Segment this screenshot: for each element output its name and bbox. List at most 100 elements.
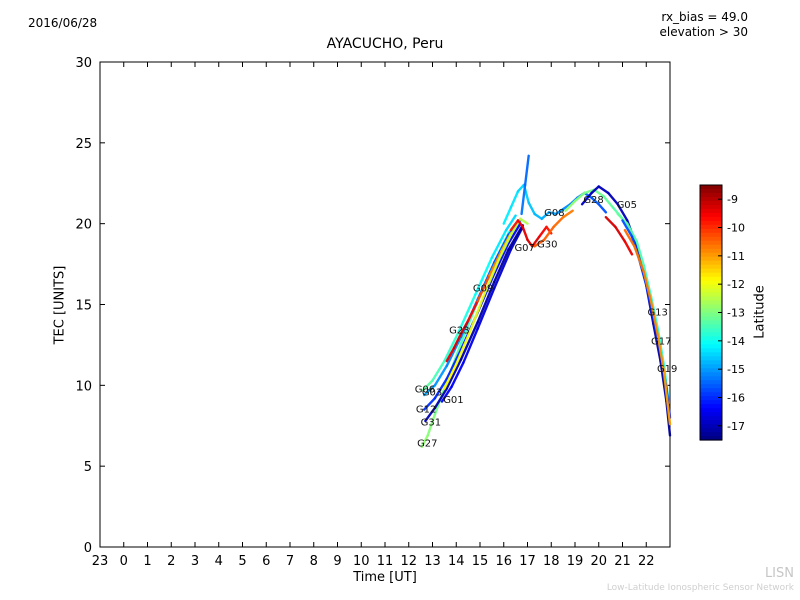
series-segment-G28 <box>583 188 596 195</box>
plot-frame <box>99 61 671 548</box>
series-segment-G12 <box>507 222 522 245</box>
series-segment-G07 <box>516 219 524 229</box>
series-segment-G31 <box>507 224 524 251</box>
series-segment-G05 <box>580 191 593 206</box>
series-segment-G08 <box>597 203 608 214</box>
colorbar-gradient <box>700 185 722 190</box>
series-segment-G13 <box>635 240 646 267</box>
colorbar-gradient <box>700 288 722 294</box>
series-segment-G08 <box>554 207 565 216</box>
series-segment-G31 <box>424 406 437 423</box>
date-label: 2016/06/28 <box>28 16 98 30</box>
y-axis-label: TEC [UNITS] <box>52 265 68 345</box>
colorbar-gradient <box>700 332 722 338</box>
colorbar-gradient <box>700 272 722 278</box>
series-segment-G08 <box>516 183 526 193</box>
x-tick-label: 0 <box>120 554 128 569</box>
series-segment-G07 <box>531 235 541 248</box>
colorbar-gradient <box>700 404 722 409</box>
series-segment-G31 <box>459 321 479 361</box>
x-tick-label: 20 <box>590 554 607 569</box>
series-segment-G28 <box>573 191 586 203</box>
colorbar-gradient <box>700 388 722 393</box>
colorbar-gradient <box>700 212 722 218</box>
colorbar-tick-label: -9 <box>727 193 738 206</box>
colorbar-gradient <box>700 276 722 282</box>
colorbar-gradient <box>700 340 722 345</box>
series-segment-G23 <box>488 249 503 277</box>
colorbar-gradient <box>700 400 722 405</box>
satellite-label-G19: G19 <box>657 364 677 375</box>
colorbar-gradient <box>700 416 722 421</box>
series-segment-G06 <box>443 330 460 363</box>
series-segment-G08 <box>590 196 600 206</box>
colorbar-gradient <box>700 408 722 413</box>
series-segment-G09 <box>497 233 513 261</box>
colorbar-gradient <box>700 292 722 298</box>
series-segment-G05 <box>597 185 610 195</box>
series-segment-G12 <box>422 397 437 411</box>
series-segment-G03 <box>433 364 448 387</box>
series-segment-G08 <box>533 212 543 221</box>
y-tick-label: 25 <box>75 137 92 152</box>
colorbar-gradient <box>700 420 722 425</box>
series-segment-G08 <box>527 201 536 216</box>
x-tick-label: 17 <box>519 554 536 569</box>
colorbar-gradient <box>700 220 722 226</box>
series-segment-G13 <box>642 264 653 298</box>
series-segment-G31 <box>476 280 496 324</box>
series-segment-G19 <box>656 335 666 374</box>
colorbar-gradient <box>700 360 722 365</box>
colorbar-tick-label: -11 <box>727 250 745 263</box>
x-tick-label: 10 <box>353 554 370 569</box>
series-segment-G06 <box>431 359 446 382</box>
colorbar-gradient <box>700 280 722 286</box>
series-segment-unlabeled-spike <box>520 183 527 216</box>
satellite-label-G01: G01 <box>443 395 463 406</box>
series-segment-G13 <box>616 212 629 225</box>
series-segment-G23 <box>476 274 491 303</box>
series-segment-G01 <box>440 385 453 403</box>
colorbar-gradient <box>700 372 722 377</box>
x-tick-label: 1 <box>143 554 151 569</box>
colorbar-tick-label: -15 <box>727 363 745 376</box>
satellite-label-G31: G31 <box>421 418 441 429</box>
x-tick-label: 15 <box>472 554 489 569</box>
series-segment-unlabeled-red-descent <box>604 215 617 229</box>
series-segment-G28 <box>564 199 577 212</box>
series-segment-G19 <box>662 371 672 426</box>
colorbar-gradient <box>700 436 722 441</box>
colorbar-gradient <box>700 312 722 318</box>
series-segment-G19 <box>642 270 653 303</box>
series-segment-G08 <box>561 203 572 211</box>
series-segment-G06 <box>474 256 494 296</box>
satellite-label-G12: G12 <box>416 405 436 416</box>
series-segment-G31 <box>433 387 448 410</box>
series-segment-G08 <box>509 190 520 209</box>
series-segment-G27 <box>426 413 437 437</box>
colorbar-gradient <box>700 376 722 381</box>
satellite-label-G17: G17 <box>651 337 671 348</box>
series-segment-G07 <box>526 238 534 248</box>
colorbar-gradient <box>700 204 722 210</box>
x-tick-label: 18 <box>543 554 560 569</box>
series-segment-unlabeled-red-descent <box>614 225 627 243</box>
series-segment-G06 <box>457 293 477 334</box>
x-tick-label: 22 <box>638 554 655 569</box>
series-segment-G12 <box>493 241 510 275</box>
colorbar-gradient <box>700 284 722 290</box>
series-segment-G06 <box>421 379 434 392</box>
x-tick-label: 11 <box>377 554 394 569</box>
x-tick-label: 13 <box>424 554 441 569</box>
colorbar-tick-label: -17 <box>727 420 745 433</box>
colorbar-gradient <box>700 328 722 334</box>
colorbar-gradient <box>700 228 722 234</box>
y-tick-label: 0 <box>84 541 92 556</box>
series-segment-G09 <box>483 258 501 295</box>
series-segment-G09 <box>443 363 458 390</box>
colorbar-gradient <box>700 308 722 314</box>
series-segment-G03 <box>422 384 437 397</box>
colorbar-gradient <box>700 336 722 341</box>
colorbar-gradient <box>700 296 722 302</box>
